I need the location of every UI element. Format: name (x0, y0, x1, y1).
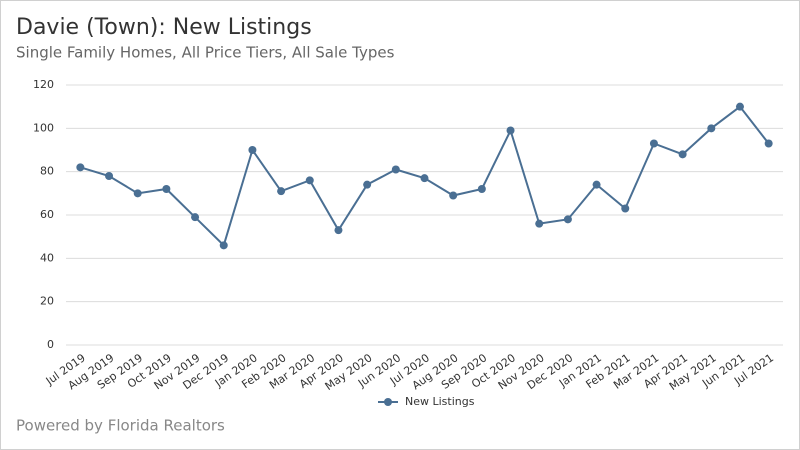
point (735, 102, 744, 111)
point (277, 187, 286, 196)
point (678, 150, 687, 159)
point (449, 191, 458, 200)
point (391, 165, 400, 174)
y-tick-label: 20 (40, 295, 54, 308)
point (649, 139, 658, 148)
y-tick-label: 80 (40, 165, 54, 178)
point (621, 204, 630, 213)
point (592, 180, 601, 189)
point (162, 185, 171, 193)
point (707, 124, 716, 133)
y-tick-label: 100 (33, 121, 54, 134)
point (477, 185, 486, 193)
footer: Powered by Florida Realtors (16, 417, 225, 435)
y-tick-label: 120 (33, 78, 54, 91)
point (305, 176, 314, 185)
point (563, 215, 572, 224)
point (76, 163, 85, 172)
point (248, 146, 257, 154)
point (363, 180, 372, 189)
point (219, 241, 228, 250)
point (764, 139, 773, 148)
legend-label: New Listings (405, 395, 475, 408)
y-tick-label: 0 (47, 338, 54, 351)
point (133, 189, 142, 198)
point (334, 226, 343, 235)
point (191, 213, 200, 222)
point (420, 174, 429, 183)
legend-marker (384, 398, 392, 406)
point (506, 126, 515, 135)
chart-title: Davie (Town): New Listings (16, 15, 312, 40)
y-tick-label: 40 (40, 251, 54, 264)
point (535, 219, 544, 228)
chart-subtitle: Single Family Homes, All Price Tiers, Al… (16, 44, 395, 62)
point (105, 172, 114, 180)
y-tick-label: 60 (40, 208, 54, 221)
